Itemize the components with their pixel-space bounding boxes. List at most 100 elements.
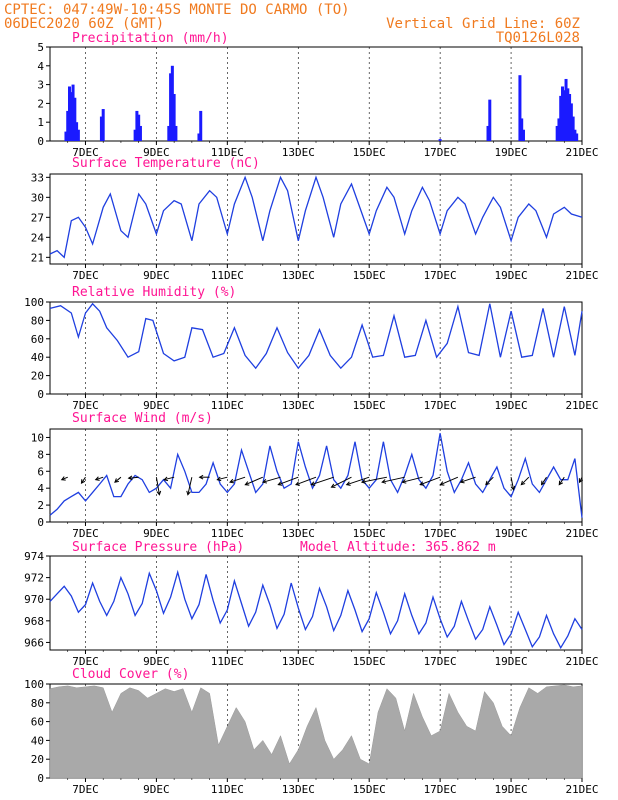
precip-bar (486, 125, 490, 141)
precip-bar (555, 125, 559, 141)
precip-ytick-label: 3 (37, 79, 44, 92)
wind-xtick-label: 7DEC (72, 527, 99, 540)
wind-vector-arrow (61, 476, 68, 481)
wind-vector-arrow (510, 477, 515, 490)
temp-xtick-label: 19DEC (495, 269, 528, 282)
precip-bar (64, 131, 68, 141)
precip-bar (571, 116, 575, 141)
precip-bar (137, 114, 141, 141)
rh-xtick-label: 19DEC (495, 399, 528, 412)
header-location: CPTEC: 047:49W-10:45S MONTE DO CARMO (TO… (4, 2, 350, 18)
precip-bar (559, 95, 563, 141)
cloud-xtick-label: 7DEC (72, 783, 99, 796)
wind-ytick-label: 4 (37, 482, 44, 495)
precip-bar (170, 65, 174, 141)
precip-bar (569, 103, 573, 141)
temp-xtick-label: 15DEC (353, 269, 386, 282)
rh-ytick-label: 80 (31, 314, 44, 327)
cloud-ytick-label: 100 (24, 678, 44, 691)
wind-vector-arrowhead (485, 480, 490, 486)
temp-ytick-label: 21 (31, 251, 44, 264)
rh-xtick-label: 7DEC (72, 399, 99, 412)
wind-vector-arrowhead (156, 490, 162, 496)
wind-vector-arrow (95, 476, 104, 481)
wind-vector-arrow (520, 476, 530, 486)
temp-frame (49, 173, 583, 265)
wind-vector-arrowhead (94, 476, 100, 481)
precip-bar (568, 94, 572, 141)
temp-series-line (49, 175, 583, 259)
rh-xtick-label: 17DEC (424, 399, 457, 412)
wind-xtick-label: 21DEC (565, 527, 598, 540)
cloud-xtick-label: 21DEC (565, 783, 598, 796)
cloud-xtick-label: 13DEC (282, 783, 315, 796)
wind-title: Surface Wind (m/s) (72, 411, 213, 426)
precip-bar (99, 116, 103, 141)
wind-vector-arrow (229, 476, 246, 483)
precip-frame (49, 46, 583, 142)
pres-xtick-label: 7DEC (72, 655, 99, 668)
precip-bar (76, 129, 80, 141)
wind-vector-arrow (217, 476, 228, 481)
wind-vector-arrowhead (80, 479, 86, 485)
wind-vector-arrowhead (558, 480, 564, 486)
precip-ytick-label: 2 (37, 97, 44, 110)
wind-vector-arrowhead (401, 479, 407, 484)
wind-vector-arrowhead (520, 480, 526, 486)
wind-xtick-label: 9DEC (143, 527, 170, 540)
rh-xtick-label: 13DEC (282, 399, 315, 412)
temperature-title: Surface Temperature (nC) (72, 156, 260, 171)
wind-ytick-label: 2 (37, 499, 44, 512)
precip-bar (438, 139, 442, 141)
pres-xtick-label: 15DEC (353, 655, 386, 668)
wind-vector-arrowhead (459, 478, 465, 484)
precip-bar (573, 129, 577, 141)
rh-series-line (49, 302, 583, 370)
temp-xtick-label: 11DEC (211, 269, 244, 282)
precip-xtick-label: 15DEC (353, 146, 386, 159)
wind-vector-arrow (295, 476, 317, 486)
precip-xtick-label: 11DEC (211, 146, 244, 159)
humidity-title: Relative Humidity (%) (72, 285, 236, 300)
wind-vector-arrow (262, 476, 281, 483)
wind-vector-arrow (155, 477, 160, 495)
precip-xtick-label: 21DEC (565, 146, 598, 159)
rh-xtick-label: 21DEC (565, 399, 598, 412)
wind-ytick-label: 10 (31, 431, 44, 444)
precip-bar (138, 125, 142, 141)
precipitation-title: Precipitation (mm/h) (72, 31, 229, 46)
wind-vector-arrow (419, 476, 441, 486)
cloud-ytick-label: 20 (31, 753, 44, 766)
cloud-xtick-label: 11DEC (211, 783, 244, 796)
cloud-xtick-label: 19DEC (495, 783, 528, 796)
rh-xtick-label: 11DEC (211, 399, 244, 412)
pres-xtick-label: 17DEC (424, 655, 457, 668)
pres-xtick-label: 11DEC (211, 655, 244, 668)
precip-bar (575, 133, 579, 141)
wind-vector-arrow (558, 476, 565, 485)
temp-ytick-label: 33 (31, 171, 44, 184)
wind-vector-arrow (187, 477, 193, 495)
cloud-xtick-label: 15DEC (353, 783, 386, 796)
rh-ytick-label: 40 (31, 351, 44, 364)
cloud-ytick-label: 40 (31, 734, 44, 747)
wind-vector-arrow (541, 476, 547, 485)
cloud-xtick-label: 9DEC (143, 783, 170, 796)
wind-ytick-label: 8 (37, 448, 44, 461)
wind-xtick-label: 13DEC (282, 527, 315, 540)
precip-ytick-label: 4 (37, 60, 44, 73)
temp-xtick-label: 17DEC (424, 269, 457, 282)
wind-vector-arrowhead (419, 481, 425, 486)
header-run-date: 06DEC2020 60Z (GMT) (4, 16, 164, 32)
precip-xtick-label: 7DEC (72, 146, 99, 159)
wind-vector-arrowhead (163, 476, 169, 482)
wind-vector-arrowhead (510, 485, 516, 491)
rh-ytick-label: 100 (24, 296, 44, 309)
pres-ytick-label: 970 (24, 593, 44, 606)
wind-vector-arrow (278, 476, 299, 486)
precip-xtick-label: 13DEC (282, 146, 315, 159)
precip-bar (66, 110, 70, 141)
precip-xtick-label: 19DEC (495, 146, 528, 159)
precip-bar (566, 88, 570, 141)
